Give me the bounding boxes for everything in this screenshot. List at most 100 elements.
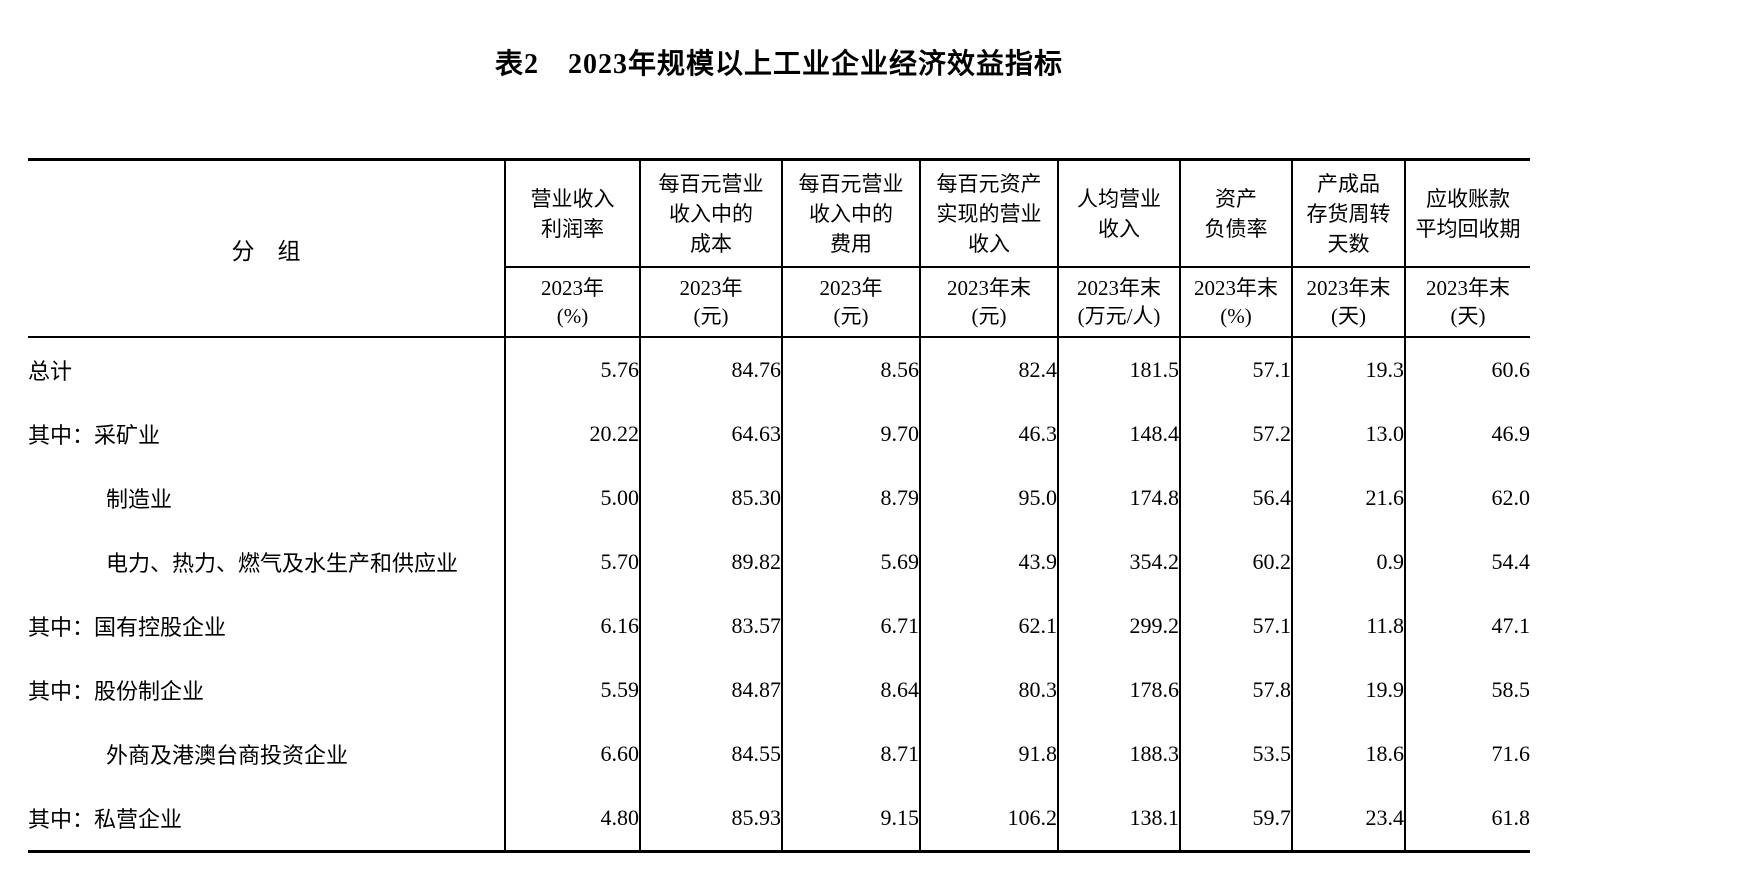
cell-value: 23.4 [1291,786,1405,852]
row-label: 电力、热力、燃气及水生产和供应业 [106,551,459,576]
cell-value: 80.3 [919,658,1058,722]
table-row: 总计 5.76 84.76 8.56 82.4 181.5 57.1 19.3 60.6 [28,337,1530,402]
table-row: 其中：国有控股企业 6.16 83.57 6.71 62.1 299.2 57.1 11.8 4… [28,594,1530,658]
cell-value: 62.1 [919,594,1058,658]
period-cell: 2023年末 (万元/人) [1057,267,1180,337]
cell-value: 71.6 [1404,722,1530,786]
col-header-finished-goods-turnover-days: 产成品 存货周转 天数 [1291,159,1405,268]
period-label: 2023年 [541,276,604,300]
cell-value: 5.69 [781,530,920,594]
col-header-operating-revenue-profit-rate: 营业收入 利润率 [504,159,640,268]
unit-label: (万元/人) [1077,304,1161,328]
period-cell: 2023年 (%) [504,267,640,337]
period-label: 2023年末 [947,276,1031,300]
row-label: 制造业 [106,487,173,512]
cell-value: 8.79 [781,466,920,530]
cell-value: 54.4 [1404,530,1530,594]
cell-value: 84.87 [639,658,782,722]
header-row-period: 2023年 (%) 2023年 (元) 2023年 (元) 2023年末 (元) 202… [28,267,1530,337]
col-header-asset-liability-ratio: 资产 负债率 [1179,159,1292,268]
cell-value: 5.76 [504,337,640,402]
cell-value: 60.2 [1179,530,1292,594]
period-cell: 2023年末 (%) [1179,267,1292,337]
cell-value: 178.6 [1057,658,1180,722]
cell-value: 5.59 [504,658,640,722]
cell-value: 85.93 [639,786,782,852]
cell-value: 60.6 [1404,337,1530,402]
cell-value: 84.55 [639,722,782,786]
cell-value: 91.8 [919,722,1058,786]
cell-value: 46.9 [1404,402,1530,466]
cell-value: 354.2 [1057,530,1180,594]
economic-indicators-table: 分 组 营业收入 利润率 每百元营业 收入中的 成本 每百元营业 收入中的 费用 每百元资… [28,158,1530,853]
table-row: 其中：私营企业 4.80 85.93 9.15 106.2 138.1 59.7 23.4 61… [28,786,1530,852]
row-label: 外商及港澳台商投资企业 [106,743,349,768]
table-row: 其中：采矿业 20.22 64.63 9.70 46.3 148.4 57.2 13.0 46.… [28,402,1530,466]
cell-value: 0.9 [1291,530,1405,594]
cell-value: 11.8 [1291,594,1405,658]
cell-value: 6.16 [504,594,640,658]
period-label: 2023年 [679,276,743,300]
unit-label: (天) [1331,304,1366,328]
cell-value: 57.1 [1179,337,1292,402]
cell-value: 58.5 [1404,658,1530,722]
cell-value: 9.70 [781,402,920,466]
period-label: 2023年末 [1194,276,1278,300]
period-cell: 2023年 (元) [639,267,782,337]
cell-value: 106.2 [919,786,1058,852]
cell-value: 19.3 [1291,337,1405,402]
cell-value: 138.1 [1057,786,1180,852]
col-header-receivables-collection-period: 应收账款 平均回收期 [1404,159,1530,268]
unit-label: (元) [971,304,1007,328]
period-cell: 2023年末 (天) [1404,267,1530,337]
cell-value: 89.82 [639,530,782,594]
cell-value: 8.64 [781,658,920,722]
period-cell: 2023年末 (元) [919,267,1058,337]
cell-value: 53.5 [1179,722,1292,786]
table-row: 外商及港澳台商投资企业 6.60 84.55 8.71 91.8 188.3 53.5 18.… [28,722,1530,786]
period-label: 2023年末 [1306,276,1391,300]
cell-value: 9.15 [781,786,920,852]
cell-value: 57.1 [1179,594,1292,658]
cell-value: 13.0 [1291,402,1405,466]
page-title: 表2 2023年规模以上工业企业经济效益指标 [494,49,1063,80]
cell-value: 59.7 [1179,786,1292,852]
col-header-per-capita-revenue: 人均营业 收入 [1057,159,1180,268]
cell-value: 56.4 [1179,466,1292,530]
cell-value: 5.70 [504,530,640,594]
period-label: 2023年 [819,276,883,300]
unit-label: (%) [1220,304,1252,328]
group-header-cell: 分 组 [231,238,301,264]
cell-value: 174.8 [1057,466,1180,530]
cell-value: 6.71 [781,594,920,658]
unit-label: (天) [1450,304,1486,328]
cell-value: 299.2 [1057,594,1180,658]
cell-value: 46.3 [919,402,1058,466]
cell-value: 84.76 [639,337,782,402]
cell-value: 57.8 [1179,658,1292,722]
table-row: 其中：股份制企业 5.59 84.87 8.64 80.3 178.6 57.8 19.9 58… [28,658,1530,722]
cell-value: 82.4 [919,337,1058,402]
col-header-cost-per-100-yuan-revenue: 每百元营业 收入中的 成本 [639,159,782,268]
cell-value: 85.30 [639,466,782,530]
period-cell: 2023年 (元) [781,267,920,337]
cell-value: 188.3 [1057,722,1180,786]
cell-value: 18.6 [1291,722,1405,786]
table-header: 分 组 营业收入 利润率 每百元营业 收入中的 成本 每百元营业 收入中的 费用 每百元资… [28,159,1530,337]
cell-value: 64.63 [639,402,782,466]
cell-value: 21.6 [1291,466,1405,530]
cell-value: 5.00 [504,466,640,530]
cell-value: 8.71 [781,722,920,786]
row-label: 其中：股份制企业 [28,679,205,704]
period-label: 2023年末 [1077,276,1161,300]
cell-value: 4.80 [504,786,640,852]
row-label: 其中：私营企业 [28,807,183,832]
cell-value: 95.0 [919,466,1058,530]
cell-value: 148.4 [1057,402,1180,466]
cell-value: 20.22 [504,402,640,466]
cell-value: 43.9 [919,530,1058,594]
cell-value: 57.2 [1179,402,1292,466]
header-row-indicators: 分 组 营业收入 利润率 每百元营业 收入中的 成本 每百元营业 收入中的 费用 每百元资… [28,159,1530,268]
table-row: 制造业 5.00 85.30 8.79 95.0 174.8 56.4 21.6 62.0 [28,466,1530,530]
cell-value: 19.9 [1291,658,1405,722]
